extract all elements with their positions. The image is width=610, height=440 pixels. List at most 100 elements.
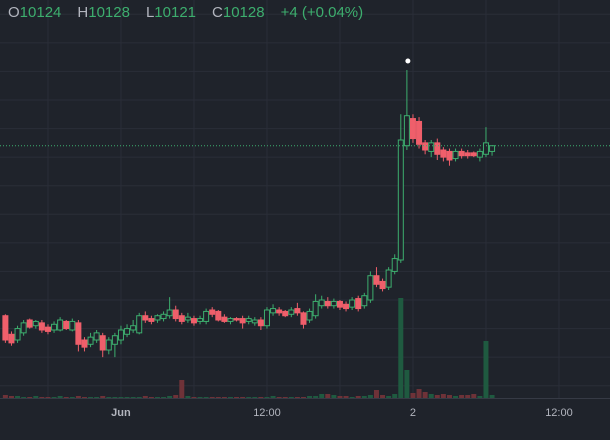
- candle-body: [111, 335, 118, 345]
- candle-body: [263, 309, 270, 327]
- volume-bar: [465, 395, 471, 398]
- volume-bar: [477, 396, 483, 398]
- volume-bar: [197, 397, 203, 398]
- candle-body: [239, 318, 246, 324]
- candle-body: [458, 150, 465, 157]
- candle-body: [178, 315, 185, 322]
- volume-bar: [380, 395, 386, 398]
- volume-bar: [81, 397, 87, 398]
- volume-bar: [185, 396, 191, 398]
- candle-body: [318, 299, 325, 307]
- candle-body: [87, 336, 94, 345]
- volume-bar: [276, 397, 282, 398]
- volume-bar: [240, 397, 246, 398]
- candle-body: [69, 320, 76, 331]
- volume-bar: [21, 397, 27, 398]
- candle-body: [130, 325, 137, 331]
- candle-body: [482, 142, 489, 155]
- volume-bar: [258, 397, 264, 398]
- volume-bar: [373, 390, 379, 398]
- volume-bar: [15, 396, 21, 398]
- volume-bar: [337, 396, 343, 398]
- candle-body: [416, 120, 423, 145]
- volume-bar: [215, 397, 221, 398]
- x-tick-label: 2: [410, 407, 416, 419]
- candle-body: [373, 275, 380, 285]
- candle-body: [160, 313, 167, 320]
- volume-bar: [161, 397, 167, 398]
- legend-value: 10124: [19, 4, 62, 21]
- volume-bar: [69, 397, 75, 398]
- candle-body: [105, 339, 112, 351]
- candle-body: [464, 152, 471, 157]
- candle-body: [75, 322, 82, 345]
- volume-bar: [313, 396, 319, 398]
- candle-body: [221, 316, 228, 322]
- candle-body: [403, 115, 410, 147]
- volume-bar: [148, 397, 154, 398]
- candle-body: [428, 142, 435, 152]
- volume-bar: [282, 397, 288, 398]
- candle-body: [251, 319, 258, 324]
- candle-body: [20, 322, 27, 334]
- legend-value: 10128: [222, 4, 265, 21]
- candle-body: [215, 310, 222, 321]
- volume-bar: [349, 397, 355, 398]
- volume-bar: [209, 397, 215, 398]
- volume-bar: [203, 397, 209, 398]
- volume-bar: [221, 397, 227, 398]
- candle-body: [32, 320, 39, 327]
- candle-body: [148, 318, 155, 322]
- candle-body: [476, 150, 483, 158]
- legend-key: H: [77, 4, 89, 21]
- candle-body: [391, 258, 398, 272]
- volume-bar: [57, 396, 63, 398]
- volume-bar: [118, 397, 124, 398]
- candle-body: [51, 323, 58, 331]
- candle-body: [361, 295, 368, 307]
- volume-bar: [307, 396, 313, 398]
- volume-bar: [88, 397, 94, 398]
- volume-bar: [154, 397, 160, 398]
- candle-body: [324, 300, 331, 307]
- volume-bar: [386, 396, 392, 398]
- volume-bar: [264, 397, 270, 398]
- volume-bar: [471, 394, 477, 398]
- candle-body: [452, 150, 459, 160]
- volume-bar: [270, 396, 276, 398]
- candle-body: [434, 142, 441, 155]
- volume-bar: [288, 397, 294, 398]
- candle-body: [227, 318, 234, 322]
- candle-body: [294, 308, 301, 314]
- candle-body: [397, 139, 404, 261]
- candle-body: [14, 328, 21, 341]
- volume-bar: [416, 389, 422, 398]
- candle-body: [93, 332, 100, 341]
- candle-body: [288, 309, 295, 315]
- volume-bar: [2, 395, 8, 398]
- legend-key: L: [145, 4, 155, 21]
- volume-bar: [404, 370, 410, 398]
- candle-body: [154, 315, 161, 321]
- candle-body: [489, 145, 496, 152]
- volume-bar: [100, 396, 106, 398]
- candle-body: [300, 312, 307, 325]
- volume-bar: [142, 396, 148, 398]
- candle-body: [8, 333, 15, 344]
- volume-bar: [459, 395, 465, 398]
- legend-change: +4 (+0.04%): [280, 4, 364, 21]
- volume-bar: [106, 397, 112, 398]
- candle-body: [440, 149, 447, 158]
- volume-bar: [130, 397, 136, 398]
- volume-bar: [8, 396, 14, 398]
- candle-body: [166, 309, 173, 317]
- candle-body: [203, 310, 210, 322]
- candle-body: [38, 322, 45, 331]
- legend-key: C: [212, 4, 223, 21]
- volume-bar: [325, 394, 331, 398]
- volume-bar: [112, 397, 118, 398]
- candle-body: [245, 318, 252, 322]
- candle-body: [306, 310, 313, 321]
- candle-body: [276, 309, 283, 314]
